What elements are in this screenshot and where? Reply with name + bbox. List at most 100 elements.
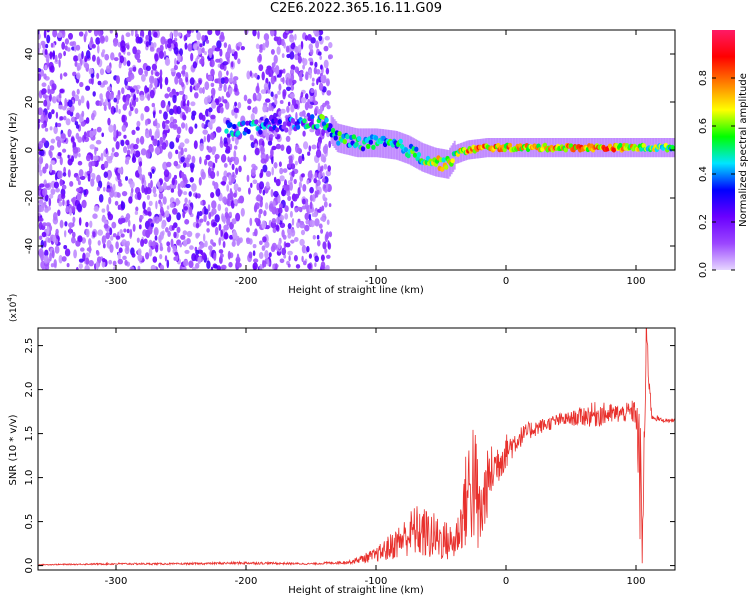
noise-speck [271, 218, 277, 224]
noise-speck [57, 198, 60, 204]
noise-speck [214, 47, 221, 52]
noise-speck [64, 248, 71, 257]
noise-speck [128, 110, 132, 117]
noise-speck [49, 163, 53, 173]
noise-speck [223, 232, 229, 240]
noise-speck [102, 258, 106, 263]
noise-speck [282, 68, 286, 74]
noise-speck [261, 220, 267, 230]
noise-speck [191, 183, 197, 192]
noise-speck [168, 91, 174, 98]
noise-speck [115, 75, 120, 84]
noise-speck [275, 68, 280, 75]
x-tick-label: 0 [503, 276, 509, 287]
noise-speck [246, 174, 250, 183]
noise-speck [201, 114, 206, 122]
noise-speck [282, 168, 288, 174]
signal-blob [320, 114, 325, 120]
noise-speck [44, 49, 48, 55]
noise-speck [222, 175, 228, 182]
noise-speck [320, 261, 326, 270]
noise-speck [144, 70, 148, 77]
noise-speck [321, 205, 325, 212]
noise-speck [278, 207, 283, 214]
noise-speck [252, 30, 257, 37]
noise-speck [138, 161, 143, 167]
noise-speck [70, 116, 76, 123]
noise-speck [235, 167, 239, 175]
noise-speck [154, 53, 159, 62]
noise-speck [294, 33, 297, 41]
noise-speck [232, 192, 237, 198]
noise-speck [231, 163, 235, 171]
noise-speck [45, 55, 50, 64]
noise-speck [123, 134, 127, 139]
noise-speck [183, 206, 188, 211]
noise-speck [97, 229, 103, 236]
signal-blob [236, 130, 241, 136]
noise-speck [298, 181, 302, 189]
noise-speck [42, 93, 48, 99]
noise-speck [271, 145, 277, 151]
noise-speck [78, 258, 84, 263]
noise-speck [89, 144, 95, 150]
signal-blob [228, 122, 233, 128]
noise-speck [97, 30, 103, 37]
noise-speck [286, 77, 289, 86]
noise-speck [101, 260, 106, 268]
noise-speck [55, 111, 59, 119]
noise-speck [262, 42, 266, 51]
noise-speck [126, 156, 131, 161]
y-tick-label: 0.0 [24, 558, 35, 574]
noise-speck [45, 43, 49, 49]
noise-speck [164, 76, 169, 86]
noise-speck [284, 184, 291, 191]
noise-speck [41, 231, 47, 238]
noise-speck [112, 260, 117, 267]
noise-speck [162, 133, 166, 141]
noise-speck [182, 230, 188, 236]
noise-speck [151, 63, 157, 71]
noise-speck [282, 76, 285, 85]
noise-speck [85, 117, 90, 124]
noise-speck [160, 36, 166, 45]
noise-speck [95, 37, 101, 45]
trace-halo [346, 125, 349, 155]
noise-speck [57, 152, 62, 157]
noise-speck [62, 172, 67, 177]
noise-speck [99, 68, 105, 76]
noise-speck [132, 66, 137, 72]
noise-speck [112, 233, 117, 238]
noise-speck [258, 53, 262, 62]
noise-speck [170, 188, 175, 193]
noise-speck [265, 39, 270, 48]
noise-speck [38, 73, 42, 81]
noise-speck [67, 154, 70, 159]
noise-speck [158, 109, 162, 114]
noise-speck [319, 206, 322, 212]
noise-speck [228, 211, 232, 216]
noise-speck [204, 81, 210, 91]
noise-speck [150, 69, 154, 76]
noise-speck [252, 92, 257, 102]
noise-speck [177, 53, 181, 62]
noise-speck [219, 34, 225, 43]
noise-speck [99, 35, 106, 44]
noise-speck [151, 135, 154, 141]
noise-speck [206, 260, 211, 270]
noise-speck [189, 177, 194, 183]
noise-speck [57, 209, 61, 217]
noise-speck [125, 32, 131, 38]
noise-speck [93, 206, 100, 212]
noise-speck [166, 43, 172, 49]
noise-speck [289, 93, 295, 98]
noise-speck [38, 32, 41, 40]
noise-speck [91, 76, 94, 85]
noise-speck [167, 151, 173, 160]
noise-speck [259, 198, 263, 208]
noise-speck [210, 192, 215, 199]
noise-speck [161, 223, 166, 230]
noise-speck [113, 97, 117, 103]
noise-speck [105, 65, 112, 74]
